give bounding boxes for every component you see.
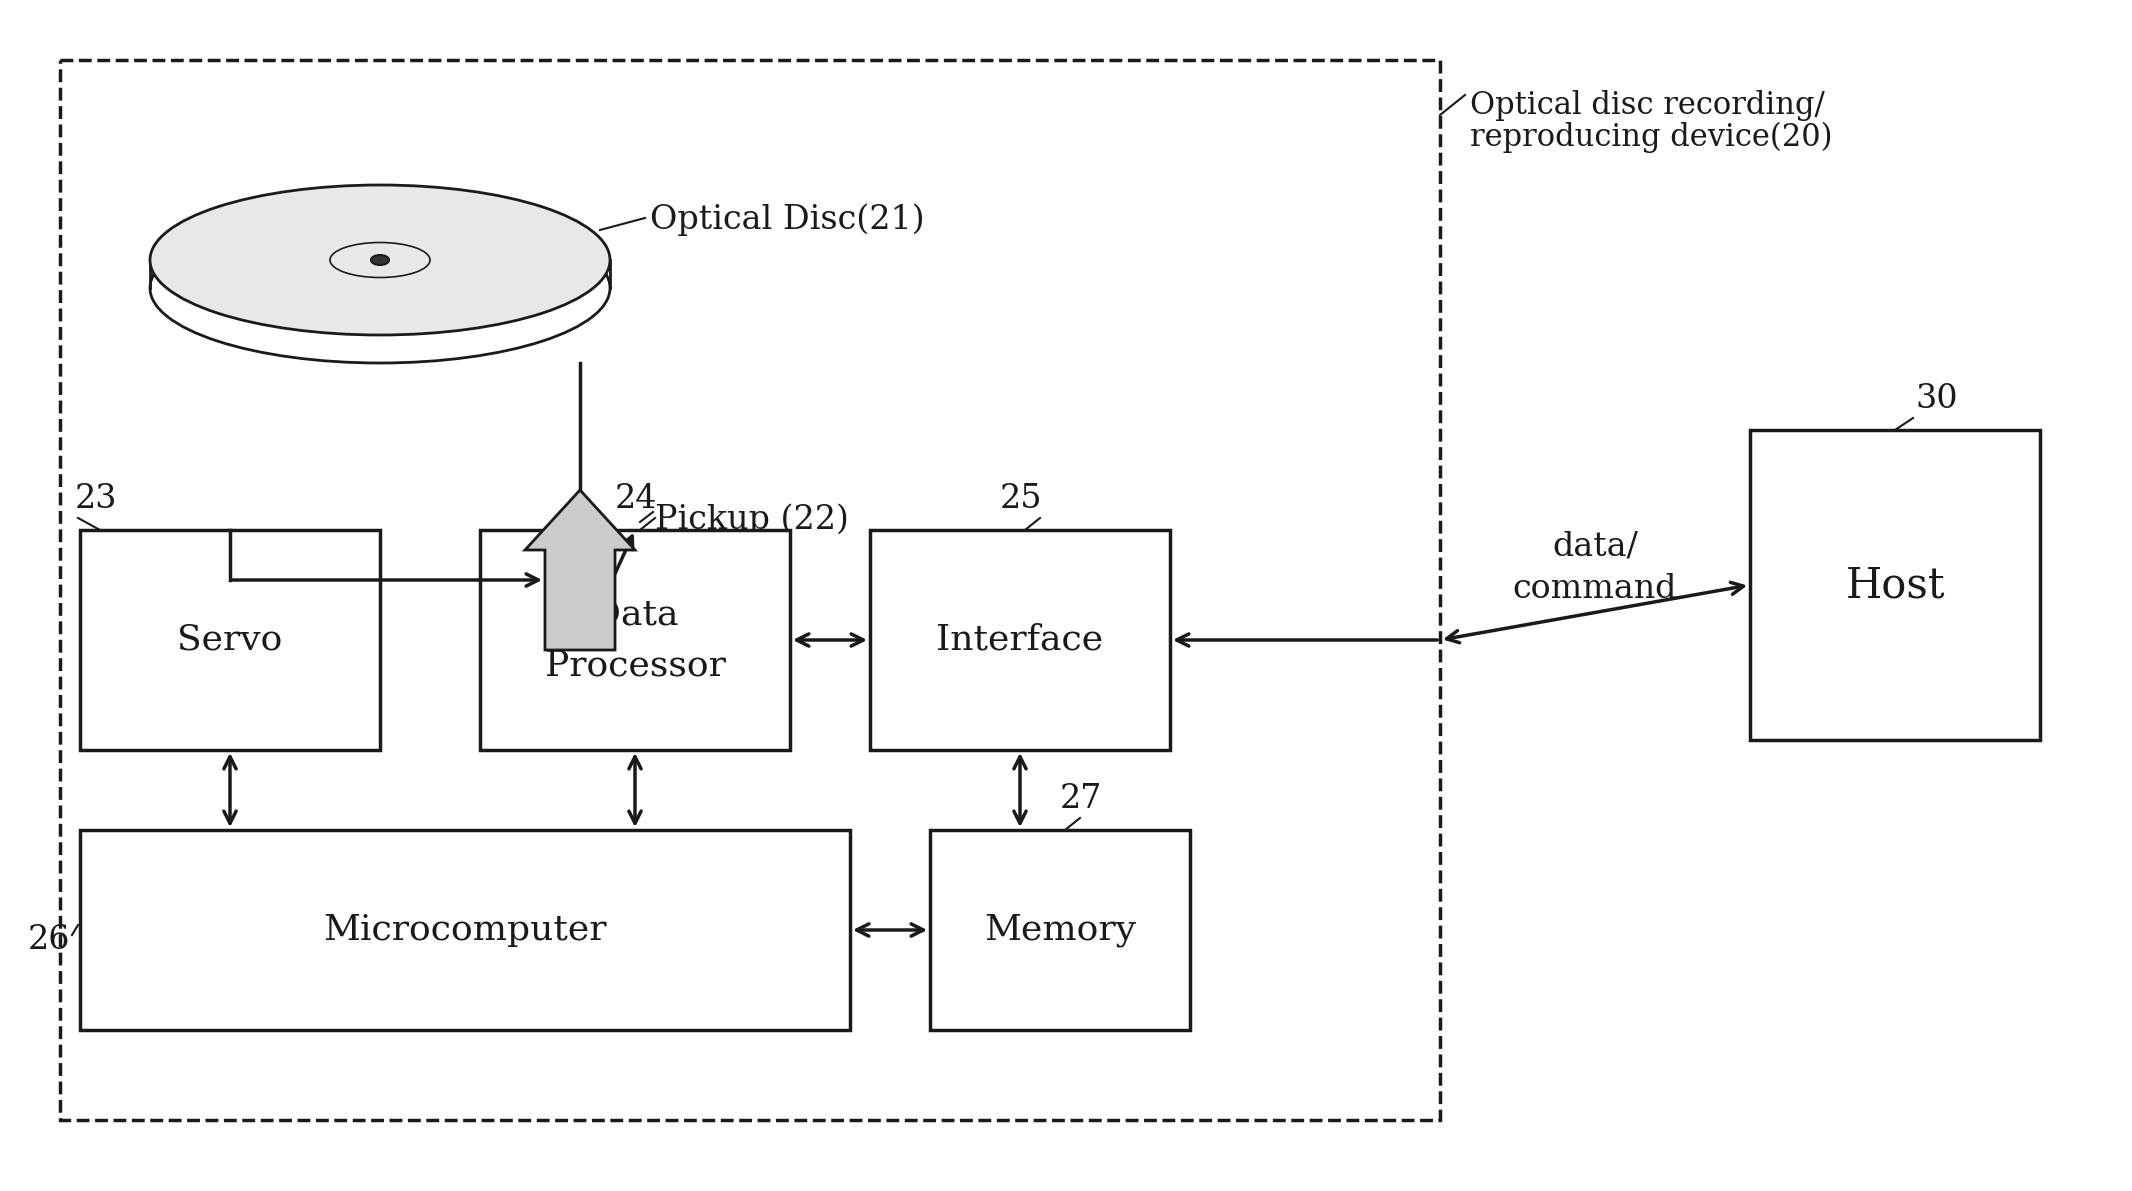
- Text: reproducing device(20): reproducing device(20): [1469, 121, 1834, 154]
- Bar: [81, 530, 379, 750]
- Bar: [1750, 430, 2040, 740]
- Ellipse shape: [149, 185, 610, 335]
- Text: Memory: Memory: [985, 913, 1136, 947]
- Text: 25: 25: [1000, 484, 1043, 515]
- Text: 24: 24: [614, 484, 657, 515]
- Bar: [60, 60, 1439, 1120]
- Text: Host: Host: [1846, 565, 1944, 606]
- Text: data/
command: data/ command: [1514, 531, 1678, 605]
- Text: Optical disc recording/: Optical disc recording/: [1469, 91, 1825, 121]
- Text: Servo: Servo: [177, 623, 284, 657]
- Text: Pickup (22): Pickup (22): [655, 504, 849, 536]
- Bar: [81, 830, 851, 1030]
- Bar: [930, 830, 1190, 1030]
- Text: 27: 27: [1060, 782, 1102, 815]
- Bar: [480, 530, 791, 750]
- Text: Optical Disc(21): Optical Disc(21): [650, 204, 925, 236]
- Text: 26: 26: [28, 924, 70, 956]
- Text: Microcomputer: Microcomputer: [324, 913, 608, 947]
- Ellipse shape: [149, 213, 610, 363]
- Ellipse shape: [371, 255, 388, 266]
- Polygon shape: [524, 490, 635, 650]
- Bar: [870, 530, 1170, 750]
- Text: 23: 23: [75, 484, 117, 515]
- Text: Interface: Interface: [936, 623, 1104, 657]
- Text: 30: 30: [1915, 384, 1957, 414]
- Text: Data
Processor: Data Processor: [544, 598, 725, 682]
